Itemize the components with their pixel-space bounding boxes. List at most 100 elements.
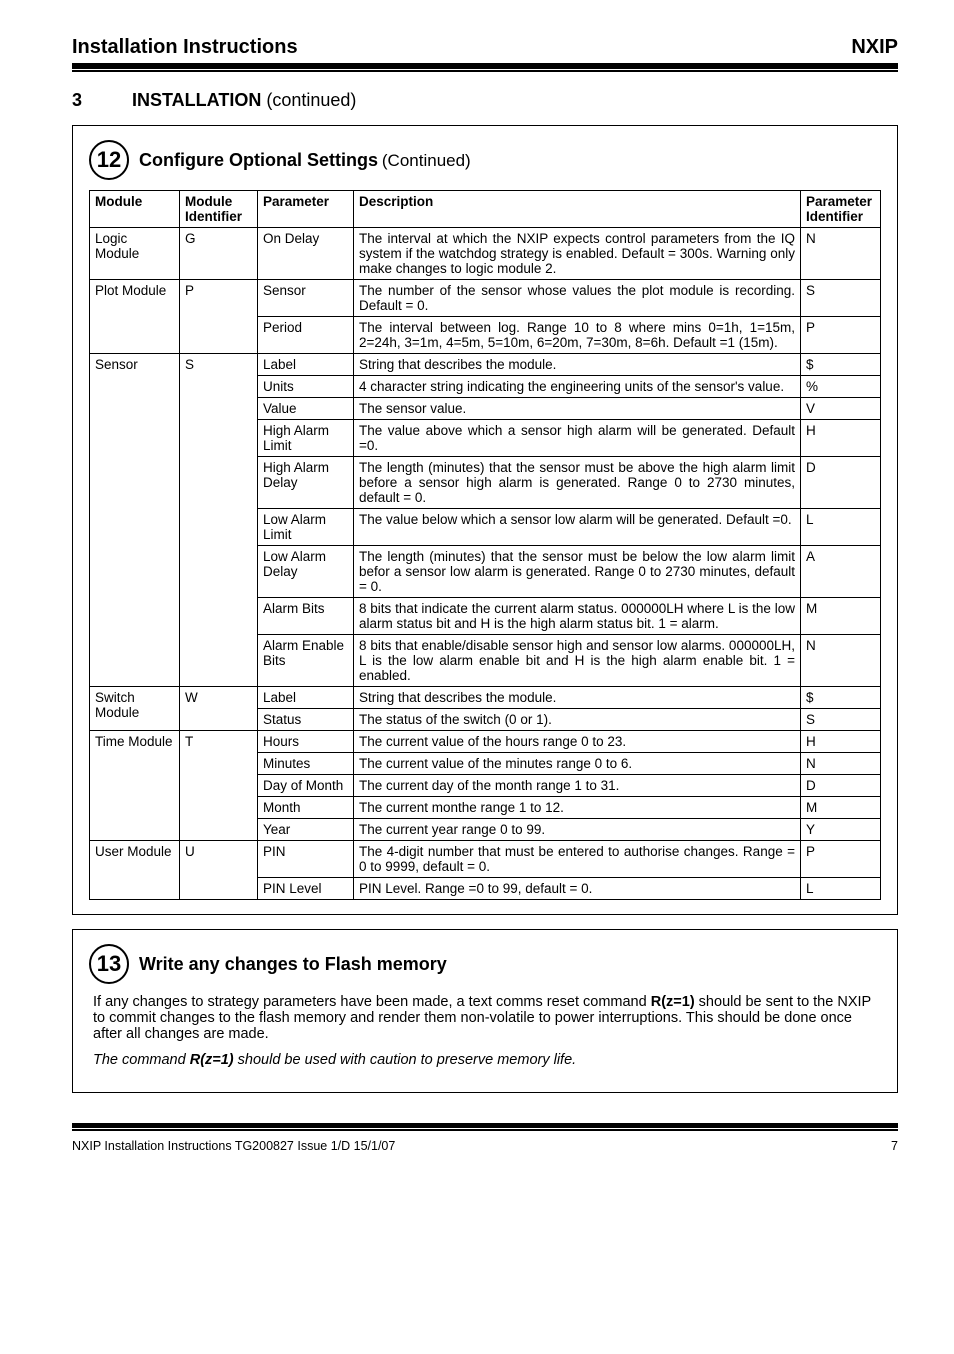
cell-param-identifier: Y <box>801 819 881 841</box>
cell-parameter: Low Alarm Limit <box>258 509 354 546</box>
footer-rule-thin <box>72 1129 898 1131</box>
step-13-paragraph-1: If any changes to strategy parameters ha… <box>93 994 877 1042</box>
cell-parameter: Sensor <box>258 280 354 317</box>
table-row: Plot ModulePSensorThe number of the sens… <box>90 280 881 317</box>
cell-parameter: Year <box>258 819 354 841</box>
table-row: SensorSLabelString that describes the mo… <box>90 354 881 376</box>
section-name: INSTALLATION <box>132 90 261 110</box>
cell-parameter: On Delay <box>258 228 354 280</box>
cell-param-identifier: N <box>801 753 881 775</box>
cell-module: Sensor <box>90 354 180 687</box>
cell-description: The current monthe range 1 to 12. <box>354 797 801 819</box>
cell-description: The interval at which the NXIP expects c… <box>354 228 801 280</box>
cell-description: The 4-digit number that must be entered … <box>354 841 801 878</box>
panel-step-12: 12 Configure Optional Settings (Continue… <box>72 125 898 915</box>
cell-description: PIN Level. Range =0 to 99, default = 0. <box>354 878 801 900</box>
cell-param-identifier: M <box>801 598 881 635</box>
cell-param-identifier: H <box>801 420 881 457</box>
footer: NXIP Installation Instructions TG200827 … <box>72 1123 898 1153</box>
cell-description: 4 character string indicating the engine… <box>354 376 801 398</box>
cell-module: Time Module <box>90 731 180 841</box>
cell-identifier: S <box>180 354 258 687</box>
cell-description: The interval between log. Range 10 to 8 … <box>354 317 801 354</box>
cell-parameter: Label <box>258 354 354 376</box>
step-12-title: Configure Optional Settings (Continued) <box>139 150 471 171</box>
cell-parameter: Label <box>258 687 354 709</box>
cell-description: The current year range 0 to 99. <box>354 819 801 841</box>
cell-param-identifier: S <box>801 709 881 731</box>
cell-module: Switch Module <box>90 687 180 731</box>
header-right: NXIP <box>851 36 898 59</box>
footer-left: NXIP Installation Instructions TG200827 … <box>72 1139 395 1153</box>
cell-identifier: G <box>180 228 258 280</box>
table-row: Time ModuleTHoursThe current value of th… <box>90 731 881 753</box>
cell-parameter: Day of Month <box>258 775 354 797</box>
cell-param-identifier: A <box>801 546 881 598</box>
cell-module: Plot Module <box>90 280 180 354</box>
table-row: Logic ModuleGOn DelayThe interval at whi… <box>90 228 881 280</box>
cell-description: The number of the sensor whose values th… <box>354 280 801 317</box>
table-row: User ModuleUPINThe 4-digit number that m… <box>90 841 881 878</box>
cell-param-identifier: H <box>801 731 881 753</box>
cell-param-identifier: L <box>801 509 881 546</box>
cell-parameter: Alarm Enable Bits <box>258 635 354 687</box>
cell-param-identifier: N <box>801 635 881 687</box>
cell-param-identifier: % <box>801 376 881 398</box>
cell-param-identifier: L <box>801 878 881 900</box>
cell-parameter: Alarm Bits <box>258 598 354 635</box>
cell-description: String that describes the module. <box>354 687 801 709</box>
cell-param-identifier: D <box>801 775 881 797</box>
cell-param-identifier: N <box>801 228 881 280</box>
cell-description: The current day of the month range 1 to … <box>354 775 801 797</box>
cell-module: User Module <box>90 841 180 900</box>
cell-description: The length (minutes) that the sensor mus… <box>354 546 801 598</box>
cell-description: The current value of the hours range 0 t… <box>354 731 801 753</box>
config-table: Module Module Identifier Parameter Descr… <box>89 190 881 900</box>
cell-param-identifier: $ <box>801 687 881 709</box>
cell-identifier: W <box>180 687 258 731</box>
cell-identifier: U <box>180 841 258 900</box>
cell-parameter: Hours <box>258 731 354 753</box>
section-title: 3 INSTALLATION (continued) <box>72 90 898 111</box>
section-suffix: (continued) <box>266 90 356 110</box>
section-number: 3 <box>72 90 127 111</box>
header-rule <box>72 63 898 69</box>
cell-param-identifier: P <box>801 841 881 878</box>
cell-module: Logic Module <box>90 228 180 280</box>
panel-step-13: 13 Write any changes to Flash memory If … <box>72 929 898 1093</box>
th-description: Description <box>354 191 801 228</box>
cell-param-identifier: D <box>801 457 881 509</box>
cell-parameter: Month <box>258 797 354 819</box>
step-13-circle: 13 <box>89 944 129 984</box>
th-identifier: Module Identifier <box>180 191 258 228</box>
cell-description: The value above which a sensor high alar… <box>354 420 801 457</box>
cell-param-identifier: P <box>801 317 881 354</box>
cell-description: 8 bits that indicate the current alarm s… <box>354 598 801 635</box>
cell-parameter: Minutes <box>258 753 354 775</box>
footer-right: 7 <box>891 1139 898 1153</box>
cell-description: The sensor value. <box>354 398 801 420</box>
th-module: Module <box>90 191 180 228</box>
cell-parameter: Value <box>258 398 354 420</box>
cell-parameter: Units <box>258 376 354 398</box>
cell-parameter: High Alarm Limit <box>258 420 354 457</box>
cell-parameter: PIN <box>258 841 354 878</box>
cell-identifier: T <box>180 731 258 841</box>
cell-parameter: Low Alarm Delay <box>258 546 354 598</box>
cell-param-identifier: S <box>801 280 881 317</box>
cell-description: The value below which a sensor low alarm… <box>354 509 801 546</box>
table-row: Switch ModuleWLabelString that describes… <box>90 687 881 709</box>
cell-description: The status of the switch (0 or 1). <box>354 709 801 731</box>
cell-description: The current value of the minutes range 0… <box>354 753 801 775</box>
cell-parameter: PIN Level <box>258 878 354 900</box>
cell-param-identifier: $ <box>801 354 881 376</box>
cell-description: The length (minutes) that the sensor mus… <box>354 457 801 509</box>
cell-identifier: P <box>180 280 258 354</box>
th-parameter: Parameter <box>258 191 354 228</box>
th-param-identifier: Parameter Identifier <box>801 191 881 228</box>
cell-parameter: Period <box>258 317 354 354</box>
cell-description: String that describes the module. <box>354 354 801 376</box>
header-left: Installation Instructions <box>72 36 298 59</box>
cell-parameter: High Alarm Delay <box>258 457 354 509</box>
cell-description: 8 bits that enable/disable sensor high a… <box>354 635 801 687</box>
